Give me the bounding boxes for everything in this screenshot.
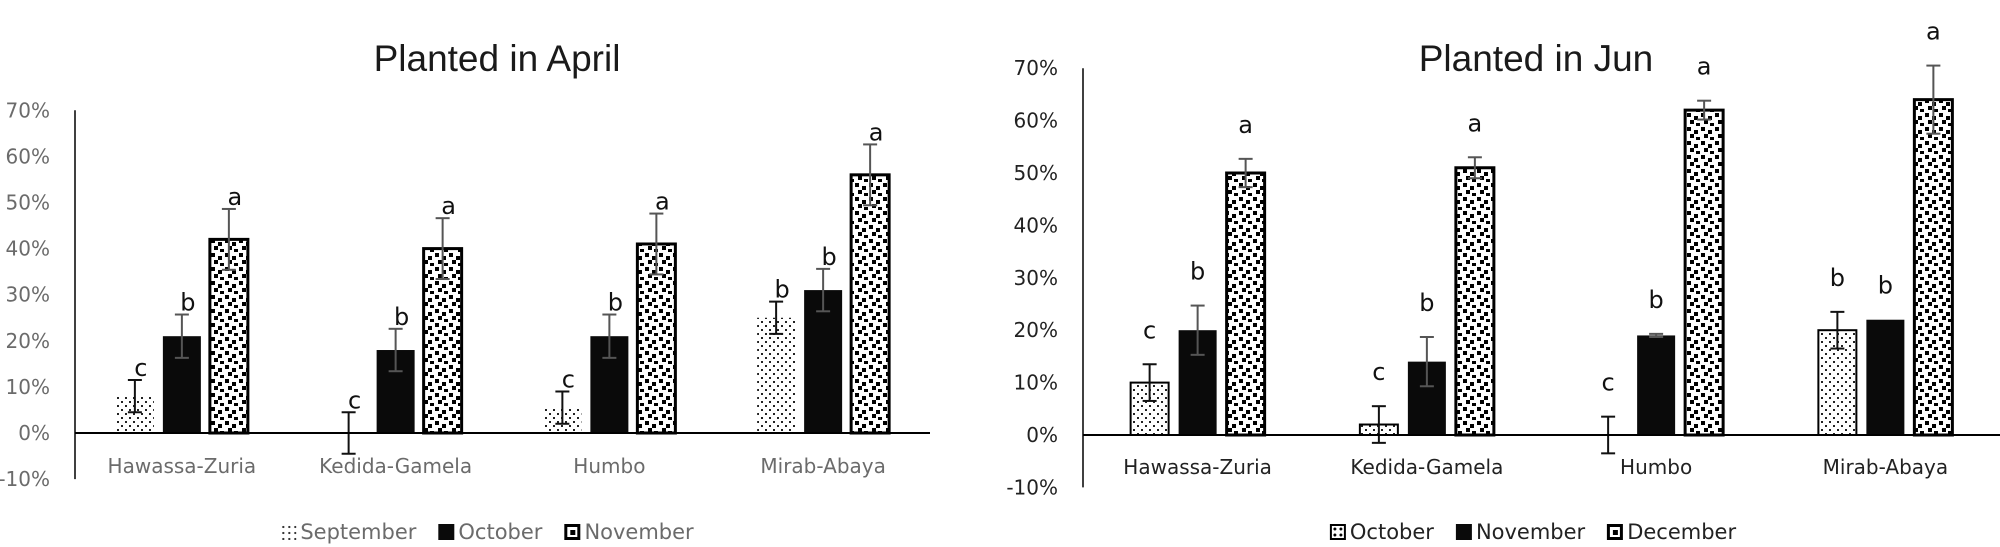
y-tick-label: 70% bbox=[1014, 56, 1058, 80]
chart-planted-april: Planted in April -10% 0% 10% 20% 30% 40% 50% 60… bbox=[0, 38, 930, 544]
significance-letter: b bbox=[1649, 286, 1664, 314]
legend-label: November bbox=[1475, 520, 1586, 544]
bar bbox=[757, 317, 796, 433]
significance-letter: c bbox=[1143, 316, 1156, 344]
y-tick-label: -10% bbox=[0, 467, 50, 491]
legend-item-october: October bbox=[438, 520, 542, 544]
y-tick-label: 70% bbox=[6, 98, 50, 122]
legend: September October November bbox=[280, 520, 694, 544]
legend-item-november: November bbox=[564, 520, 694, 544]
significance-letter: a bbox=[1926, 18, 1941, 46]
y-tick-label: 30% bbox=[1014, 266, 1058, 290]
significance-letter: c bbox=[1372, 358, 1385, 386]
y-tick-label: 0% bbox=[1026, 423, 1058, 447]
plot-area: -10% 0% 10% 20% 30% 40% 50% 60% 70% c b a Hawassa-Zu… bbox=[0, 98, 930, 491]
checker-swatch-icon bbox=[1607, 524, 1624, 540]
legend-label: November bbox=[584, 520, 694, 544]
significance-letter: c bbox=[562, 366, 575, 394]
significance-letter: b bbox=[394, 303, 409, 331]
category-label: Hawassa-Zuria bbox=[108, 454, 257, 478]
legend: October November December bbox=[1329, 520, 1736, 544]
significance-letter: b bbox=[1190, 258, 1205, 286]
sparse-dots-swatch-icon bbox=[1329, 524, 1346, 540]
y-tick-label: 0% bbox=[18, 421, 50, 445]
category-label: Mirab-Abaya bbox=[760, 454, 886, 478]
y-tick-label: 20% bbox=[1014, 318, 1058, 342]
legend-label: December bbox=[1627, 520, 1737, 544]
significance-letter: a bbox=[1697, 53, 1712, 81]
significance-letter: a bbox=[869, 118, 884, 146]
y-tick-label: -10% bbox=[1006, 475, 1058, 499]
category-label: Humbo bbox=[1620, 455, 1692, 479]
legend-item-december: December bbox=[1607, 520, 1736, 544]
legend-label: October bbox=[1349, 520, 1434, 544]
sparse-dots-swatch-icon bbox=[280, 524, 297, 540]
y-tick-label: 10% bbox=[1014, 371, 1058, 395]
plot-area: -10% 0% 10% 20% 30% 40% 50% 60% 70% c b a Hawassa-Zu… bbox=[1006, 18, 2000, 499]
bar bbox=[1637, 335, 1676, 435]
significance-letter: b bbox=[608, 289, 623, 317]
chart-title: Planted in Jun bbox=[1418, 38, 1654, 79]
legend-item-november: November bbox=[1455, 520, 1586, 544]
category-label: Kedida-Gamela bbox=[319, 454, 472, 478]
legend-label: October bbox=[458, 520, 543, 544]
significance-letter: a bbox=[655, 188, 670, 216]
solid-black-swatch-icon bbox=[1455, 524, 1472, 540]
legend-label: September bbox=[300, 520, 417, 544]
significance-letter: c bbox=[348, 386, 361, 414]
checker-swatch-icon bbox=[564, 524, 581, 540]
category-label: Hawassa-Zuria bbox=[1123, 455, 1272, 479]
bar bbox=[1866, 319, 1905, 435]
significance-letter: a bbox=[441, 192, 456, 220]
y-tick-label: 20% bbox=[6, 329, 50, 353]
chart-planted-jun: Planted in Jun -10% 0% 10% 20% 30% 40% 50% 60% 7… bbox=[1000, 0, 2000, 547]
y-tick-label: 30% bbox=[6, 283, 50, 307]
bar bbox=[1683, 108, 1725, 437]
y-tick-label: 40% bbox=[1014, 213, 1058, 237]
significance-letter: b bbox=[775, 276, 790, 304]
y-tick-label: 50% bbox=[1014, 161, 1058, 185]
bar bbox=[804, 290, 843, 433]
y-tick-label: 60% bbox=[6, 144, 50, 168]
bar bbox=[849, 173, 891, 435]
category-label: Humbo bbox=[573, 454, 645, 478]
y-tick-label: 50% bbox=[6, 191, 50, 215]
significance-letter: a bbox=[228, 183, 243, 211]
significance-letter: b bbox=[1419, 289, 1434, 317]
y-tick-label: 10% bbox=[6, 375, 50, 399]
significance-letter: b bbox=[1830, 264, 1845, 292]
solid-black-swatch-icon bbox=[438, 524, 455, 540]
bar bbox=[1912, 98, 1954, 437]
y-tick-label: 60% bbox=[1014, 109, 1058, 133]
bar bbox=[1454, 166, 1496, 437]
category-label: Kedida-Gamela bbox=[1350, 455, 1503, 479]
legend-item-september: September bbox=[280, 520, 416, 544]
chart-title: Planted in April bbox=[373, 38, 621, 79]
significance-letter: a bbox=[1468, 109, 1483, 137]
significance-letter: a bbox=[1238, 111, 1253, 139]
significance-letter: c bbox=[1602, 369, 1615, 397]
category-label: Mirab-Abaya bbox=[1823, 455, 1949, 479]
significance-letter: c bbox=[134, 354, 147, 382]
significance-letter: b bbox=[1878, 272, 1893, 300]
legend-item-october: October bbox=[1329, 520, 1434, 544]
bar bbox=[1225, 171, 1267, 437]
significance-letter: b bbox=[822, 243, 837, 271]
significance-letter: b bbox=[180, 289, 195, 317]
y-tick-label: 40% bbox=[6, 237, 50, 261]
